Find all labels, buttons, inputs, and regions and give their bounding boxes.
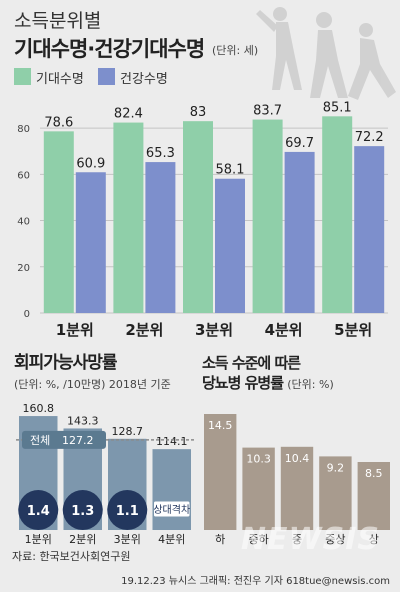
label-life-expectancy: 83 <box>190 105 207 120</box>
bar-healthy-life <box>354 146 385 313</box>
y-tick-label: 20 <box>17 263 30 274</box>
label-healthy-life: 72.2 <box>355 130 384 145</box>
y-tick-label: 80 <box>17 124 30 135</box>
label-avoidable-death: 143.3 <box>67 414 99 427</box>
x-category-label: 3분위 <box>114 533 141 546</box>
ratio-circle <box>107 490 148 530</box>
x-category-label: 1분위 <box>56 321 94 339</box>
legend-label-healthy-life: 건강수명 <box>120 72 168 87</box>
label-avoidable-death: 160.8 <box>23 402 55 415</box>
label-life-expectancy: 85.1 <box>323 100 352 115</box>
bar-diabetes <box>357 462 390 530</box>
life-expectancy-chart: 0 20 40 60 80 78.6 60.9 1분위 82.4 65.3 2분위 83 58.1 3분위… <box>17 100 388 339</box>
label-avoidable-death: 114.1 <box>156 435 188 448</box>
total-label-box <box>22 430 106 449</box>
label-healthy-life: 58.1 <box>216 163 245 178</box>
bar-life-expectancy <box>43 131 74 313</box>
bar-diabetes <box>242 447 275 530</box>
label-diabetes: 10.4 <box>285 452 310 465</box>
ratio-value: 1.1 <box>116 504 139 519</box>
ratio-label: 상대격차 <box>153 503 190 516</box>
label-avoidable-death: 128.7 <box>112 425 144 438</box>
title-line-2: 기대수명·건강기대수명 <box>14 37 205 61</box>
credit-text: 19.12.23 뉴시스 그래픽: 전진우 기자 618tue@newsis.c… <box>121 576 390 587</box>
label-life-expectancy: 82.4 <box>114 107 143 122</box>
title-line-1: 소득분위별 <box>14 10 102 32</box>
x-category-label: 2분위 <box>125 321 163 339</box>
legend-swatch-healthy-life <box>98 68 115 85</box>
x-category-label: 하 <box>215 532 225 546</box>
label-diabetes: 10.3 <box>246 453 271 466</box>
legend-swatch-life-expectancy <box>14 68 31 85</box>
newsis-watermark: NEWSIS <box>240 522 380 557</box>
label-diabetes: 14.5 <box>208 419 233 432</box>
label-healthy-life: 65.3 <box>146 146 175 161</box>
x-category-label: 중상 <box>325 533 345 546</box>
chart1-unit: (단위: 세) <box>212 44 259 57</box>
x-category-label: 4분위 <box>158 533 185 546</box>
y-tick-label: 0 <box>24 309 30 320</box>
bar-healthy-life <box>75 172 106 313</box>
x-category-label: 5분위 <box>334 321 372 339</box>
legend-label-life-expectancy: 기대수명 <box>36 72 84 87</box>
bar-life-expectancy <box>252 119 283 313</box>
runners-illustration <box>256 7 396 100</box>
x-category-label: 중 <box>292 533 302 546</box>
bar-healthy-life <box>284 151 315 313</box>
x-category-label: 3분위 <box>195 321 233 339</box>
x-category-label: 상 <box>369 533 379 546</box>
x-category-label: 4분위 <box>265 321 303 339</box>
diabetes-title-line-2: 당뇨병 유병률 <box>202 374 284 392</box>
label-life-expectancy: 78.6 <box>44 115 73 130</box>
diabetes-title-line-2-wrap: 당뇨병 유병률 (단위: %) <box>202 372 334 393</box>
ratio-value: 1.3 <box>71 504 94 519</box>
total-label: 전체 <box>30 434 50 447</box>
diabetes-unit: (단위: %) <box>287 378 334 391</box>
avoidable-death-subtitle: (단위: %, /10만명) 2018년 기준 <box>14 378 171 391</box>
label-diabetes: 9.2 <box>327 461 345 474</box>
bar-healthy-life <box>145 162 176 313</box>
source-text: 자료: 한국보건사회연구원 <box>12 550 131 563</box>
label-healthy-life: 69.7 <box>285 136 314 151</box>
label-healthy-life: 60.9 <box>76 156 105 171</box>
bar-healthy-life <box>215 178 245 313</box>
bar-diabetes <box>204 414 237 530</box>
y-tick-label: 40 <box>17 217 30 228</box>
ratio-value: 1.4 <box>27 504 50 519</box>
avoidable-death-chart: 160.8 1분위 143.3 2분위 128.7 3분위 114.1 4분위 전체 127.2 1… <box>16 402 194 546</box>
diabetes-title-line-1: 소득 수준에 따른 <box>202 354 301 372</box>
ratio-label-box <box>153 500 191 518</box>
x-category-label: 중하 <box>248 532 268 546</box>
bar-life-expectancy <box>183 121 213 313</box>
y-tick-label: 60 <box>17 170 30 181</box>
label-diabetes: 8.5 <box>365 467 383 480</box>
bar-avoidable-death <box>152 449 191 530</box>
label-life-expectancy: 83.7 <box>253 104 282 119</box>
ratio-circle <box>18 490 59 530</box>
x-category-label: 1분위 <box>25 533 52 546</box>
avoidable-death-title: 회피가능사망률 <box>14 353 117 373</box>
x-category-label: 2분위 <box>69 533 96 546</box>
bar-life-expectancy <box>113 122 144 313</box>
bar-diabetes <box>319 456 352 530</box>
total-value: 127.2 <box>62 434 94 447</box>
bar-life-expectancy <box>322 116 353 313</box>
ratio-circle <box>62 490 103 530</box>
diabetes-chart: 14.5 하 10.3 중하 10.4 중 9.2 중상 8.5 상 <box>204 414 390 546</box>
bar-diabetes <box>280 446 314 530</box>
